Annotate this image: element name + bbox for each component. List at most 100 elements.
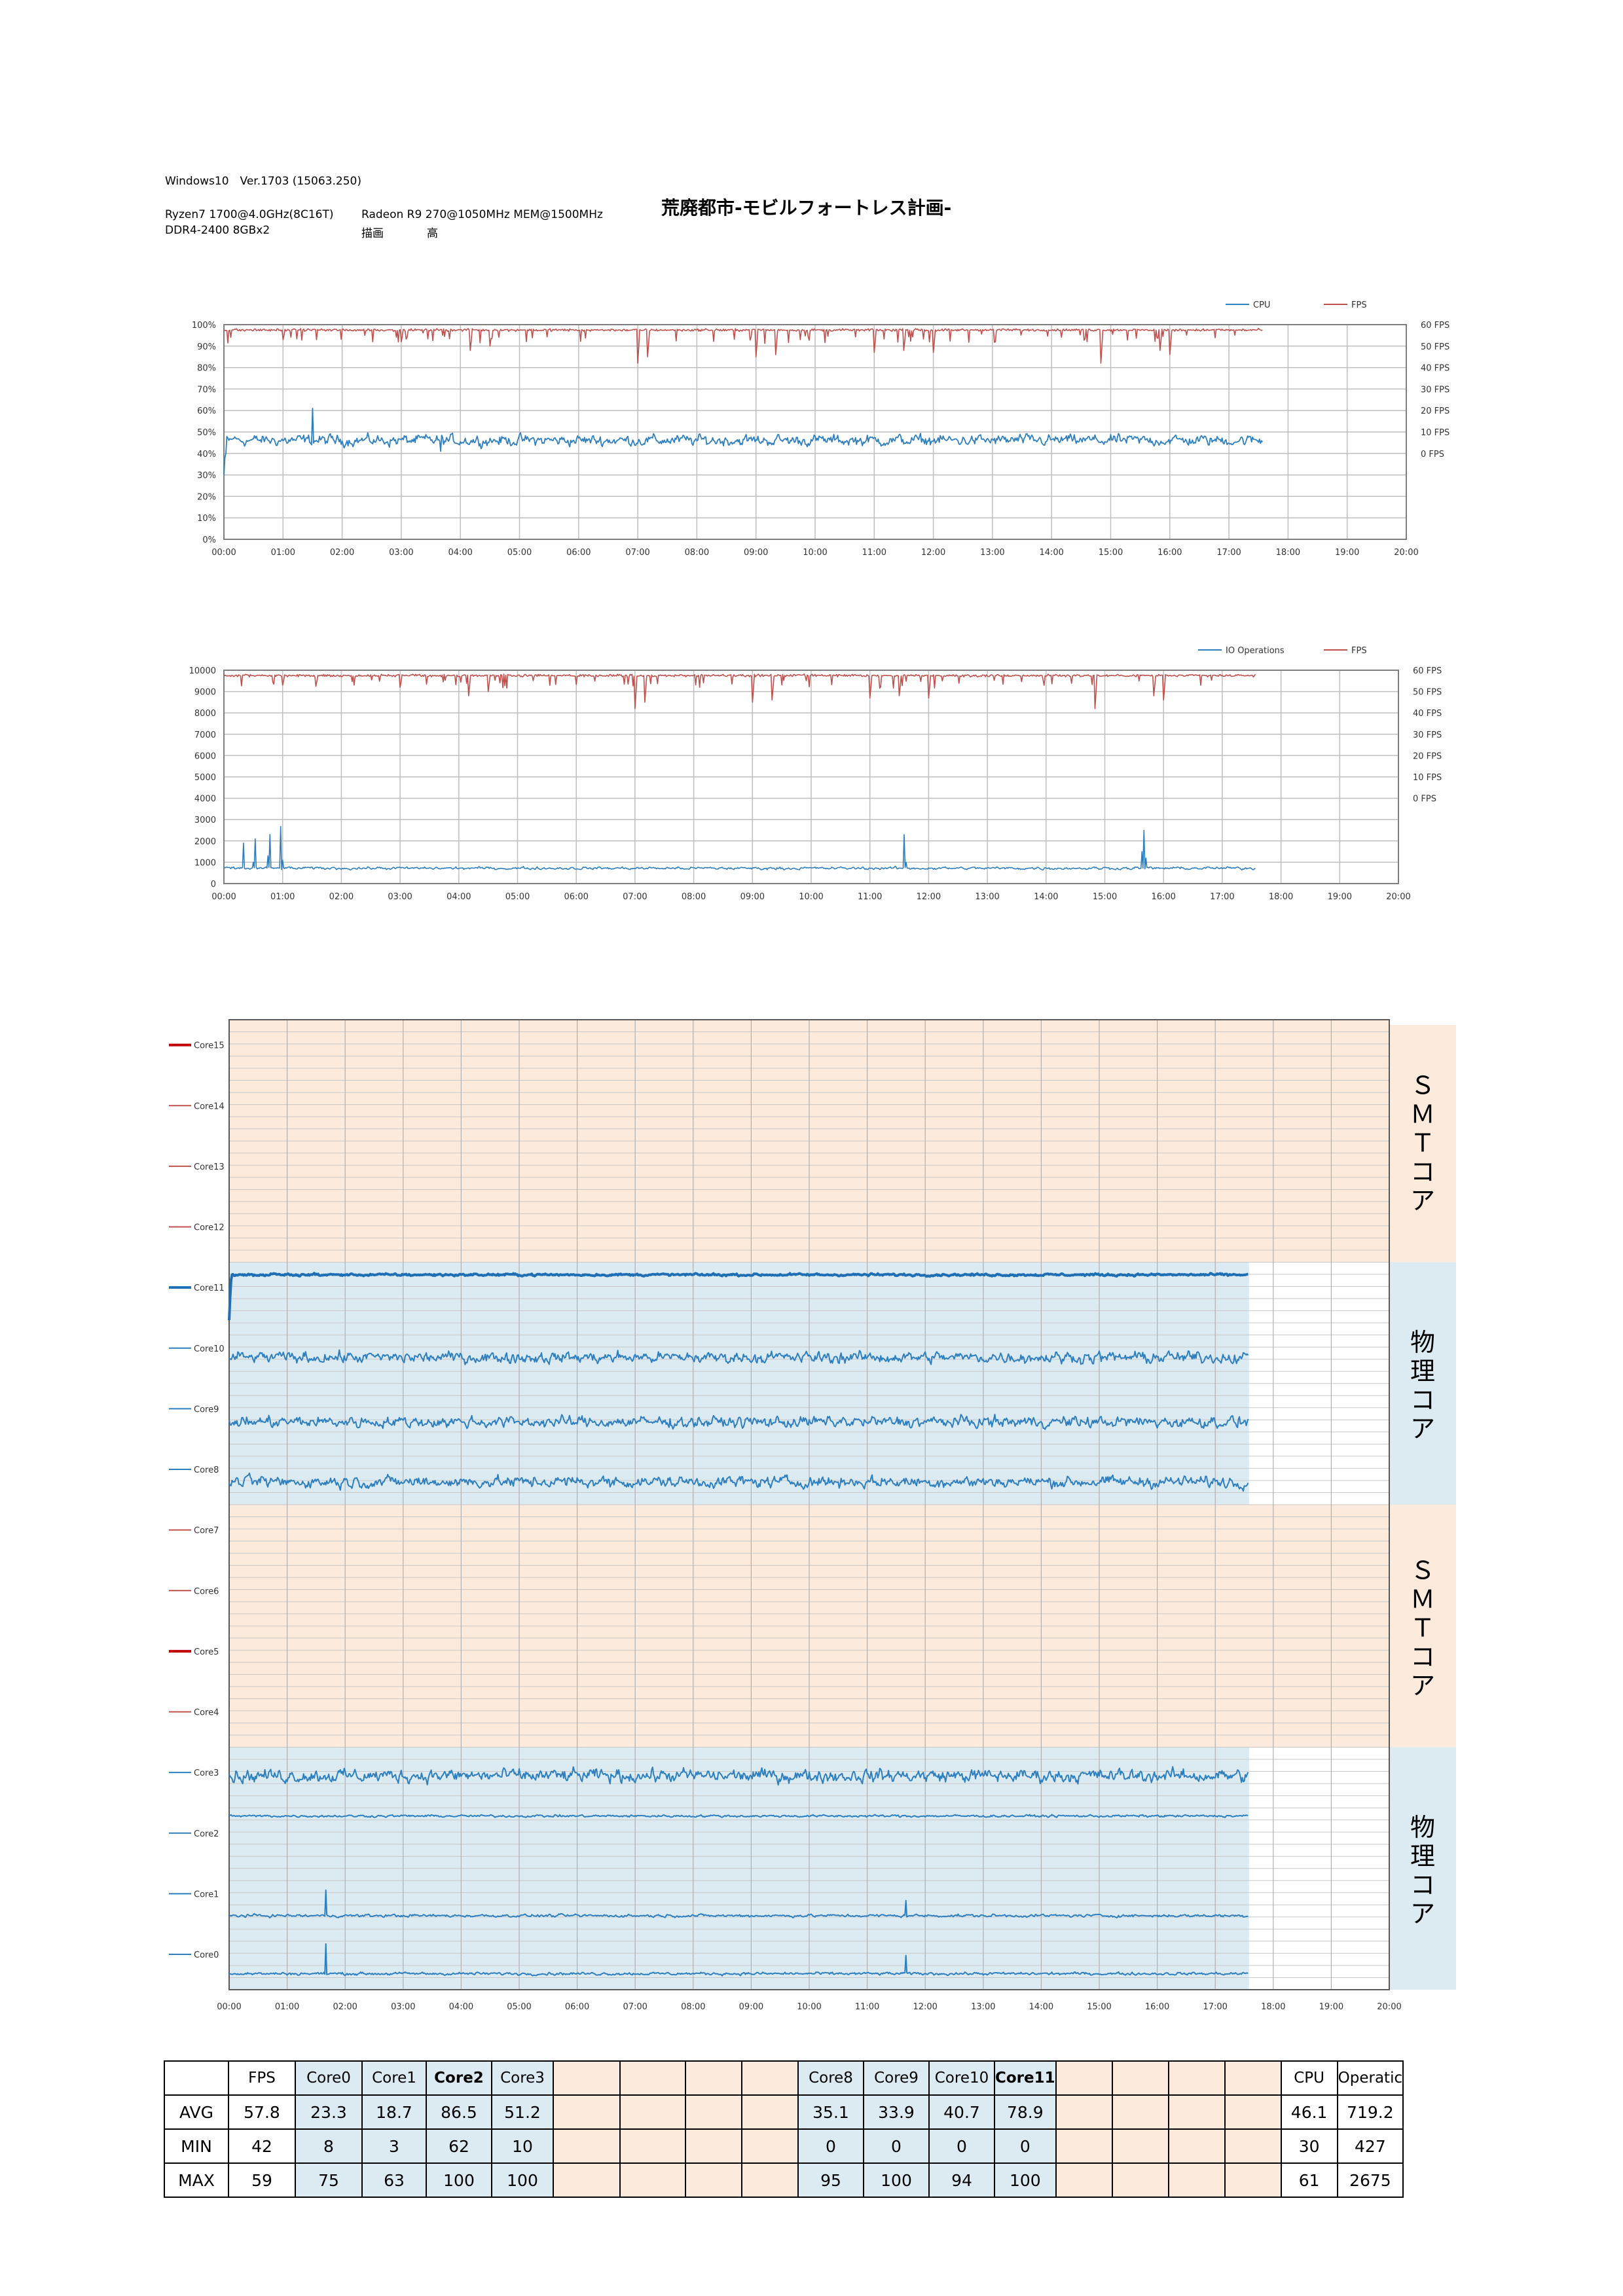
x-tick-label: 01:00	[270, 892, 295, 902]
stats-header-cell	[685, 2060, 742, 2096]
band-label-block	[1389, 1505, 1456, 1748]
x-tick-label: 16:00	[1158, 548, 1182, 558]
stats-cell: 0	[797, 2128, 864, 2164]
series-core0-line	[228, 1943, 1249, 1977]
x-tick-label: 08:00	[682, 892, 706, 902]
os-version: Windows10 Ver.1703 (15063.250)	[165, 175, 361, 188]
band-label-char: Ｍ	[1410, 1585, 1435, 1613]
stats-cell	[1055, 2128, 1113, 2164]
x-tick-label: 08:00	[681, 2002, 705, 2012]
stats-cell: 95	[797, 2162, 864, 2198]
x-tick-label: 02:00	[329, 892, 354, 902]
stats-cell	[1224, 2128, 1282, 2164]
y-tick-label: 9000	[194, 688, 216, 698]
y-tick-label: 80%	[197, 364, 216, 374]
x-tick-label: 00:00	[211, 548, 236, 558]
stats-cell: 100	[491, 2162, 554, 2198]
x-tick-label: 14:00	[1039, 548, 1063, 558]
stats-cell: 59	[228, 2162, 296, 2198]
stats-header-cell: Core3	[491, 2060, 554, 2096]
y2-tick-label: 0 FPS	[1413, 795, 1436, 804]
x-tick-label: 04:00	[449, 2002, 473, 2012]
stats-header-cell: Core9	[863, 2060, 930, 2096]
x-tick-label: 02:00	[333, 2002, 357, 2012]
stats-cell: 18.7	[361, 2094, 427, 2130]
x-tick-label: 15:00	[1087, 2002, 1111, 2012]
legend-core6-label: Core6	[194, 1587, 219, 1596]
stats-header-cell: Core2	[426, 2060, 492, 2096]
stats-cell: 0	[928, 2128, 995, 2164]
quality-label: 描画	[361, 227, 384, 240]
x-tick-label: 06:00	[565, 2002, 589, 2012]
band-label-char: 理	[1410, 1357, 1435, 1386]
x-tick-label: 18:00	[1269, 892, 1293, 902]
stats-header-cell: Core10	[928, 2060, 995, 2096]
x-tick-label: 12:00	[917, 892, 941, 902]
stats-header-cell: Core0	[295, 2060, 363, 2096]
stats-cell	[619, 2128, 686, 2164]
y-tick-label: 60%	[197, 406, 216, 416]
stats-header-cell: Core11	[994, 2060, 1057, 2096]
legend-fps-label: FPS	[1351, 646, 1367, 656]
stats-row: MAX 59 75 63 100 100 95 100 94 100 61 2675	[164, 2162, 1404, 2198]
page-title: 荒廃都市-モビルフォートレス計画-	[661, 197, 952, 219]
charts-canvas: 00:00 01:00 02:00 03:00 04:00 05:00 06:00 07:00…	[169, 300, 1456, 2012]
plot-frame	[223, 324, 1407, 540]
x-tick-label: 15:00	[1099, 548, 1123, 558]
x-tick-label: 09:00	[739, 2002, 763, 2012]
y2-tick-label: 20 FPS	[1413, 751, 1442, 761]
stats-cell: 62	[426, 2128, 492, 2164]
stats-header-row: FPS Core0 Core1 Core2 Core3 Core8 Core9 Core10 C…	[164, 2060, 1404, 2096]
legend-fps-label: FPS	[1351, 300, 1367, 310]
x-tick-label: 18:00	[1261, 2002, 1285, 2012]
series-core10-line	[228, 1349, 1249, 1365]
x-tick-label: 07:00	[625, 548, 649, 558]
stats-cell: 42	[228, 2128, 296, 2164]
y2-tick-label: 10 FPS	[1421, 428, 1450, 438]
legend-core0-label: Core0	[194, 1950, 219, 1960]
stats-cell	[553, 2162, 621, 2198]
band-label-char: Ｔ	[1410, 1613, 1435, 1642]
y2-tick-label: 60 FPS	[1421, 321, 1450, 331]
plot-frame	[223, 670, 1399, 884]
stats-cell: 46.1	[1280, 2094, 1338, 2130]
stats-row-label: AVG	[164, 2094, 229, 2130]
band-label-block	[1389, 1747, 1456, 1990]
y-tick-label: 1000	[194, 858, 216, 868]
x-tick-label: 06:00	[566, 548, 591, 558]
legend-core4-label: Core4	[194, 1708, 219, 1718]
stats-cell: 75	[295, 2162, 363, 2198]
y-tick-label: 30%	[197, 471, 216, 481]
y-tick-label: 10%	[197, 514, 216, 524]
stats-cell	[1167, 2128, 1226, 2164]
x-tick-label: 01:00	[275, 2002, 299, 2012]
memory-spec: DDR4-2400 8GBx2	[165, 224, 270, 237]
band-label-char: Ｔ	[1410, 1128, 1435, 1157]
y-tick-label: 2000	[194, 837, 216, 847]
band-label-char: Ｍ	[1410, 1100, 1435, 1128]
y-tick-label: 70%	[197, 385, 216, 395]
stats-header-cell	[164, 2060, 229, 2096]
stats-header-cell: CPU	[1280, 2060, 1338, 2096]
x-tick-label: 09:00	[744, 548, 768, 558]
stats-cell: 23.3	[295, 2094, 363, 2130]
stats-cell	[1055, 2094, 1113, 2130]
x-tick-label: 20:00	[1386, 892, 1410, 902]
stats-cell	[685, 2094, 742, 2130]
series-core1-line	[228, 1889, 1249, 1919]
x-tick-label: 14:00	[1034, 892, 1058, 902]
x-tick-label: 10:00	[799, 892, 823, 902]
series-io-line	[223, 826, 1256, 871]
x-tick-label: 04:00	[448, 548, 472, 558]
x-tick-label: 05:00	[507, 548, 532, 558]
stats-cell	[741, 2162, 799, 2198]
stats-header-cell: FPS	[228, 2060, 296, 2096]
x-tick-label: 06:00	[564, 892, 588, 902]
stats-header-cell: Core8	[797, 2060, 864, 2096]
band-label-char: ア	[1410, 1414, 1435, 1443]
legend-io-label: IO Operations	[1226, 646, 1285, 656]
x-tick-label: 05:00	[507, 2002, 531, 2012]
stats-cell: 86.5	[426, 2094, 492, 2130]
stats-cell: 35.1	[797, 2094, 864, 2130]
stats-cell	[685, 2128, 742, 2164]
